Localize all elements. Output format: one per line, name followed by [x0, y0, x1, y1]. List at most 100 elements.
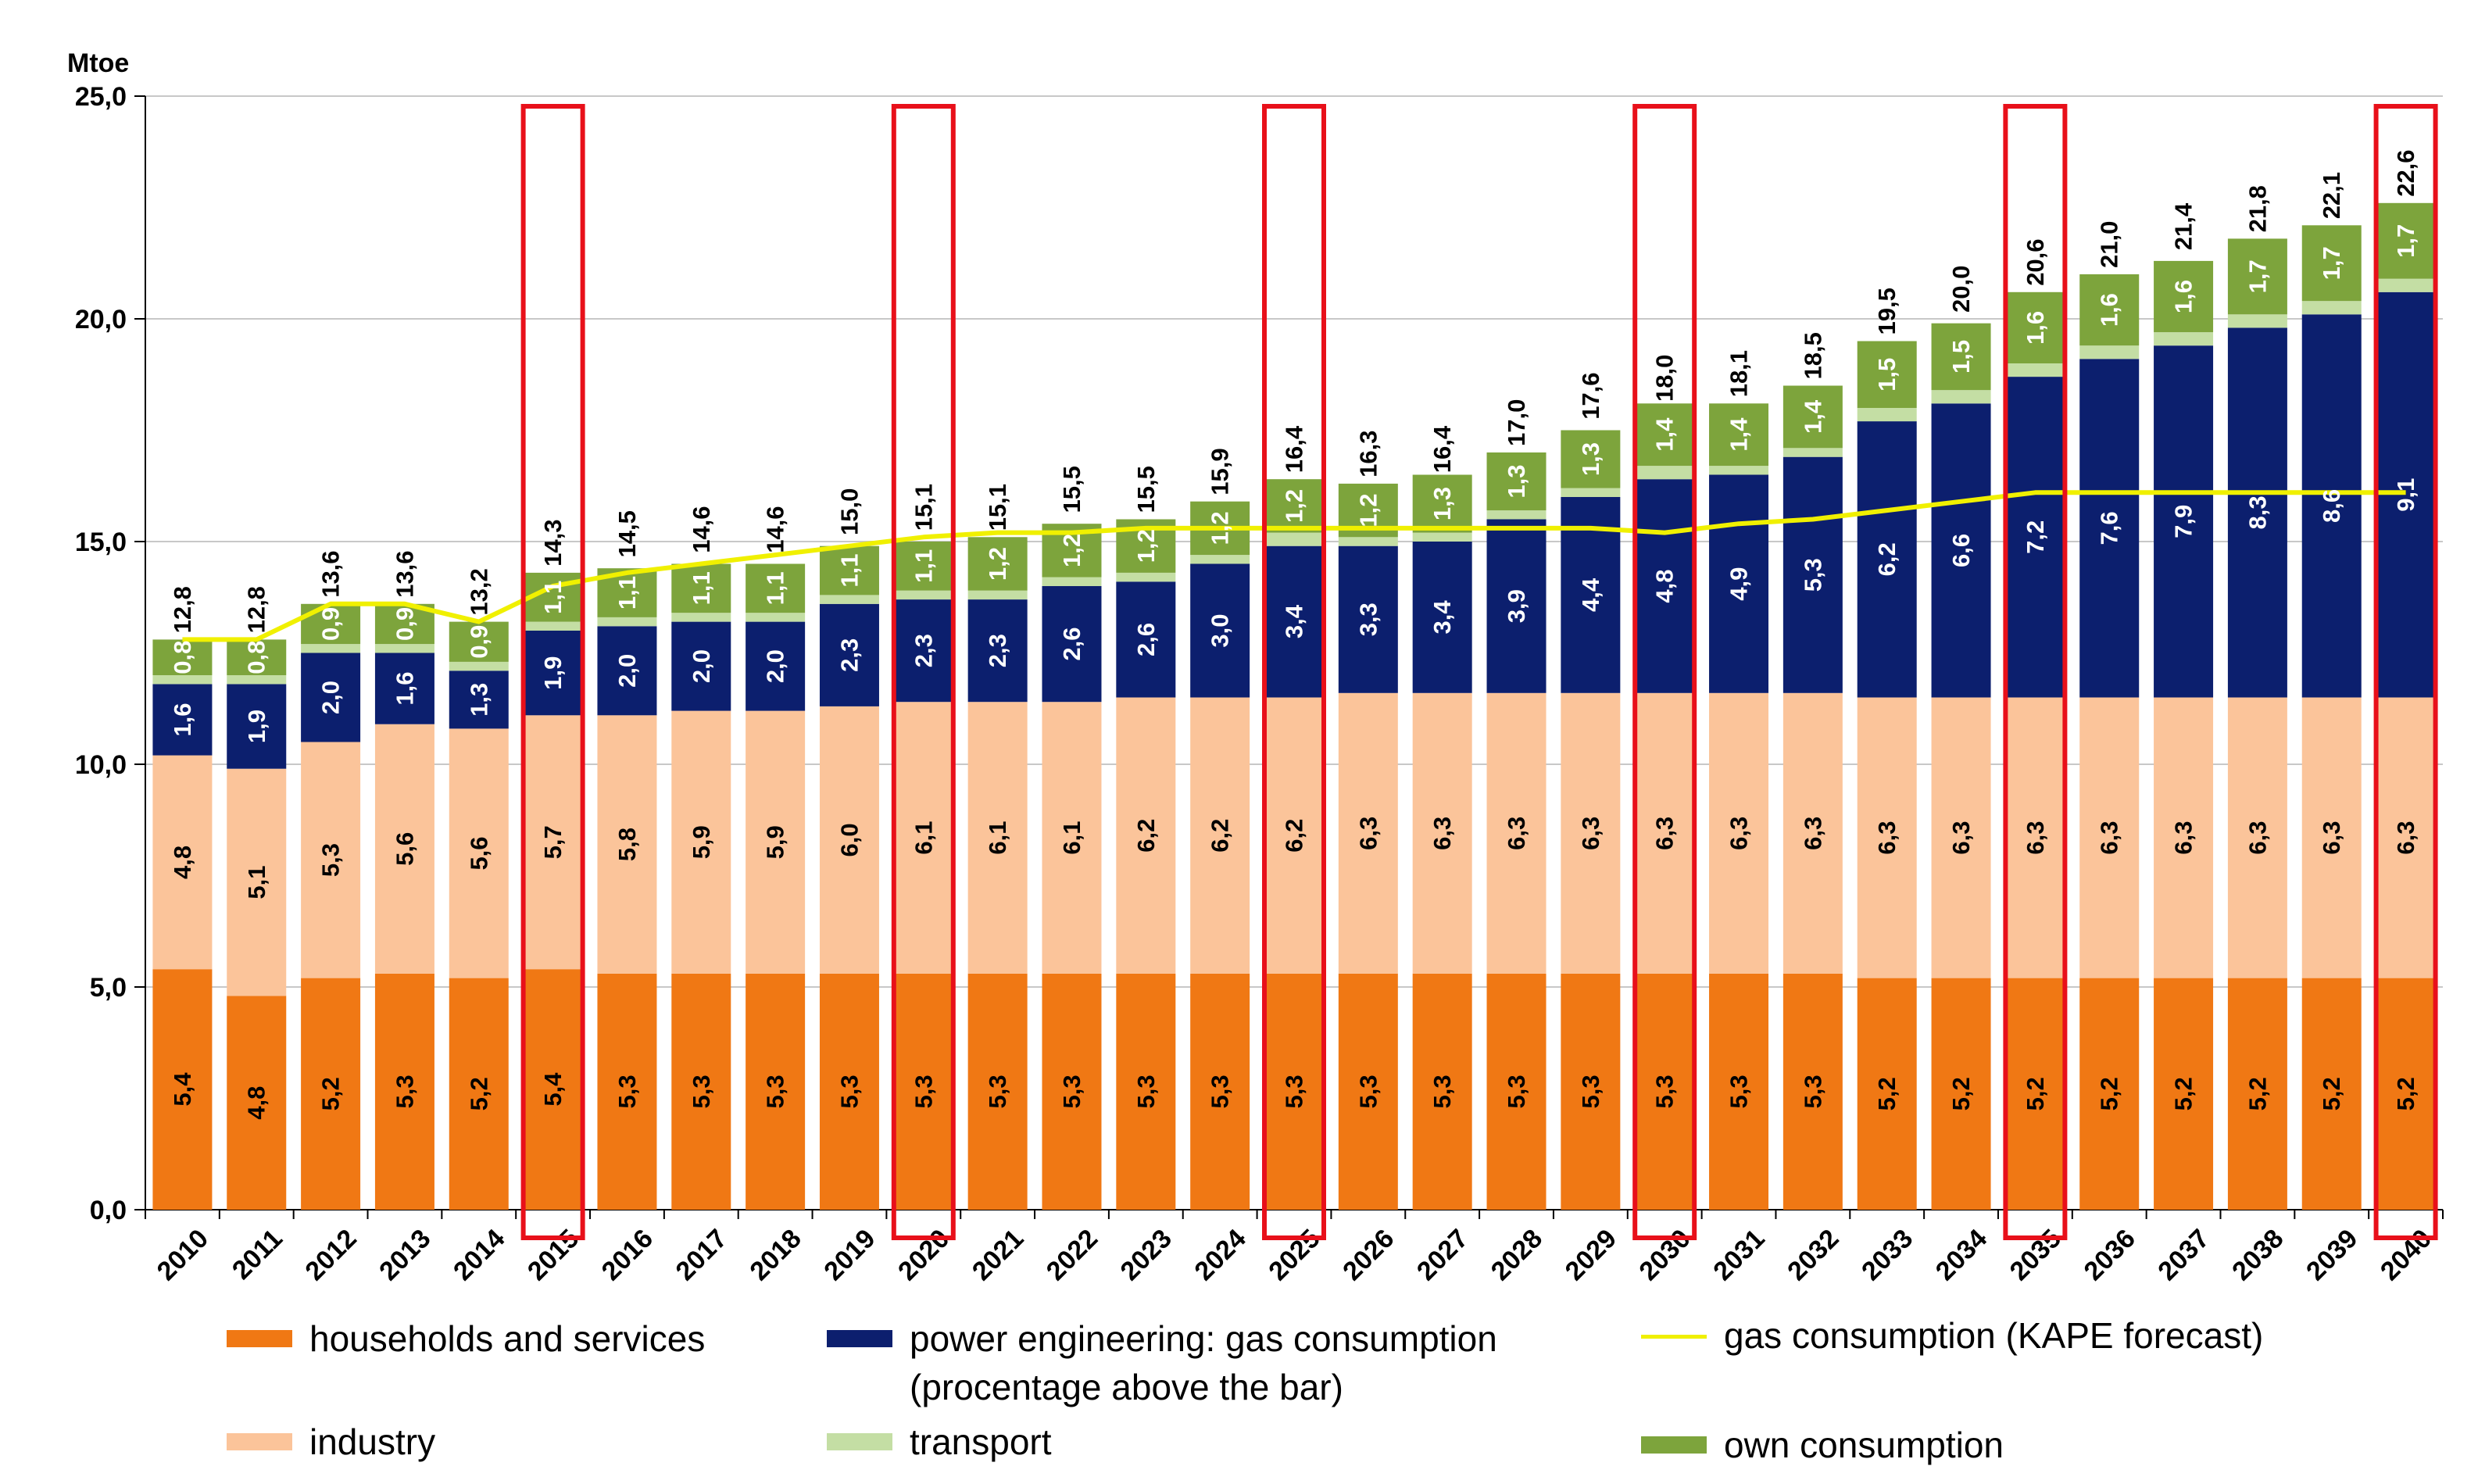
- industry-bar-label: 6,3: [2170, 821, 2197, 854]
- power-bar: [819, 603, 879, 706]
- legend-kape-swatch: [1641, 1335, 1707, 1339]
- households-bar-label: 5,2: [2392, 1077, 2419, 1110]
- households-bar: [967, 973, 1028, 1210]
- own-consumption-bar-label: 1,1: [539, 581, 567, 614]
- own-consumption-bar: [819, 545, 879, 595]
- households-bar: [1042, 973, 1102, 1210]
- industry-bar-label: 6,3: [1651, 817, 1679, 850]
- transport-bar: [746, 613, 806, 622]
- own-consumption-bar-label: 1,6: [2170, 280, 2197, 313]
- own-consumption-bar: [152, 639, 213, 675]
- transport-bar: [1857, 408, 1917, 422]
- x-tick-label: 2023: [1115, 1224, 1178, 1286]
- power-bar-label: 1,6: [391, 672, 418, 706]
- legend-own: own consumption: [1641, 1425, 2004, 1469]
- industry-bar: [1190, 697, 1250, 974]
- households-bar-label: 5,3: [1132, 1075, 1160, 1108]
- industry-bar-label: 4,8: [169, 846, 196, 879]
- x-tick-label: 2040: [2375, 1224, 2437, 1286]
- households-bar: [1486, 973, 1547, 1210]
- total-label: 15,0: [835, 488, 863, 535]
- x-tick-label: 2034: [1930, 1224, 1993, 1286]
- households-bar-label: 5,3: [835, 1075, 863, 1108]
- unit-label: Mtoe: [67, 48, 129, 78]
- own-consumption-bar: [2154, 260, 2214, 333]
- industry-bar-label: 6,0: [835, 823, 863, 856]
- x-tick-label: 2014: [448, 1224, 510, 1286]
- power-bar: [1635, 479, 1695, 693]
- power-bar-label: 1,3: [465, 683, 492, 717]
- legend-industry-label: industry: [309, 1421, 436, 1462]
- legend-households: households and services: [227, 1318, 705, 1363]
- power-bar: [2227, 327, 2287, 698]
- transport-bar: [1116, 572, 1176, 582]
- power-bar: [1857, 421, 1917, 698]
- highlight-box: [1632, 104, 1697, 1240]
- power-bar: [374, 653, 434, 724]
- total-label: 16,4: [1429, 425, 1456, 473]
- industry-bar: [2154, 697, 2214, 978]
- households-bar-label: 5,3: [391, 1075, 418, 1108]
- households-bar: [1635, 973, 1695, 1210]
- own-consumption-bar-label: 1,7: [2244, 259, 2271, 293]
- power-bar-label: 6,6: [1947, 534, 1975, 567]
- industry-bar: [1338, 692, 1398, 974]
- power-bar-label: 2,3: [984, 634, 1011, 667]
- power-bar: [1931, 403, 1991, 698]
- total-label: 12,8: [243, 586, 270, 633]
- own-consumption-bar: [2079, 274, 2140, 346]
- own-consumption-bar-label: 1,4: [1725, 417, 1753, 452]
- transport-bar: [2227, 314, 2287, 328]
- households-bar-label: 5,3: [688, 1075, 715, 1108]
- own-consumption-bar: [227, 639, 287, 675]
- industry-bar-label: 5,8: [613, 828, 641, 861]
- industry-bar: [2005, 697, 2065, 978]
- own-consumption-bar-label: 1,5: [1873, 358, 1901, 392]
- power-bar: [227, 684, 287, 769]
- households-bar-label: 5,2: [465, 1077, 492, 1110]
- power-bar: [1042, 586, 1102, 703]
- transport-bar: [2301, 301, 2362, 315]
- own-consumption-bar-label: 1,2: [1058, 534, 1085, 567]
- bars: [152, 202, 2436, 1210]
- industry-bar-label: 6,3: [1354, 817, 1382, 850]
- y-tick-label: 0,0: [90, 1196, 127, 1225]
- households-bar-label: 5,3: [1503, 1075, 1530, 1108]
- transport-bar: [523, 621, 583, 631]
- transport-bar: [1264, 532, 1324, 546]
- households-bar-label: 5,3: [1354, 1075, 1382, 1108]
- power-bar-label: 7,2: [2022, 520, 2049, 554]
- power-bar-label: 4,9: [1725, 567, 1753, 601]
- households-bar: [1264, 973, 1324, 1210]
- own-consumption-bar-label: 0,8: [169, 641, 196, 674]
- transport-bar: [1635, 466, 1695, 480]
- power-bar: [746, 621, 806, 711]
- x-tick-label: 2024: [1189, 1224, 1251, 1286]
- total-label: 21,0: [2096, 221, 2123, 268]
- transport-bar: [819, 595, 879, 604]
- own-consumption-bar-label: 1,1: [910, 549, 937, 583]
- power-bar: [2005, 377, 2065, 698]
- legend-transport: transport: [827, 1421, 1052, 1466]
- industry-bar: [1264, 697, 1324, 974]
- power-bar-label: 2,0: [688, 649, 715, 683]
- total-label: 15,5: [1058, 466, 1085, 513]
- own-consumption-bar-label: 1,3: [1577, 442, 1604, 476]
- own-consumption-bar-label: 0,8: [243, 641, 270, 674]
- industry-bar: [597, 715, 657, 974]
- own-consumption-bar-label: 1,7: [2392, 224, 2419, 258]
- highlight-box: [2003, 104, 2068, 1240]
- legend-households-swatch: [227, 1330, 292, 1347]
- power-bar: [1783, 456, 1843, 693]
- households-bar: [2227, 978, 2287, 1210]
- own-consumption-bar: [1857, 341, 1917, 408]
- power-bar: [597, 626, 657, 716]
- industry-bar: [2376, 697, 2436, 978]
- industry-bar: [1635, 692, 1695, 974]
- legend-kape: gas consumption (KAPE forecast): [1641, 1315, 2263, 1360]
- total-label: 13,6: [317, 550, 345, 597]
- households-bar: [2154, 978, 2214, 1210]
- total-label: 21,8: [2244, 185, 2271, 232]
- own-consumption-bar: [1412, 474, 1472, 533]
- industry-bar: [2301, 697, 2362, 978]
